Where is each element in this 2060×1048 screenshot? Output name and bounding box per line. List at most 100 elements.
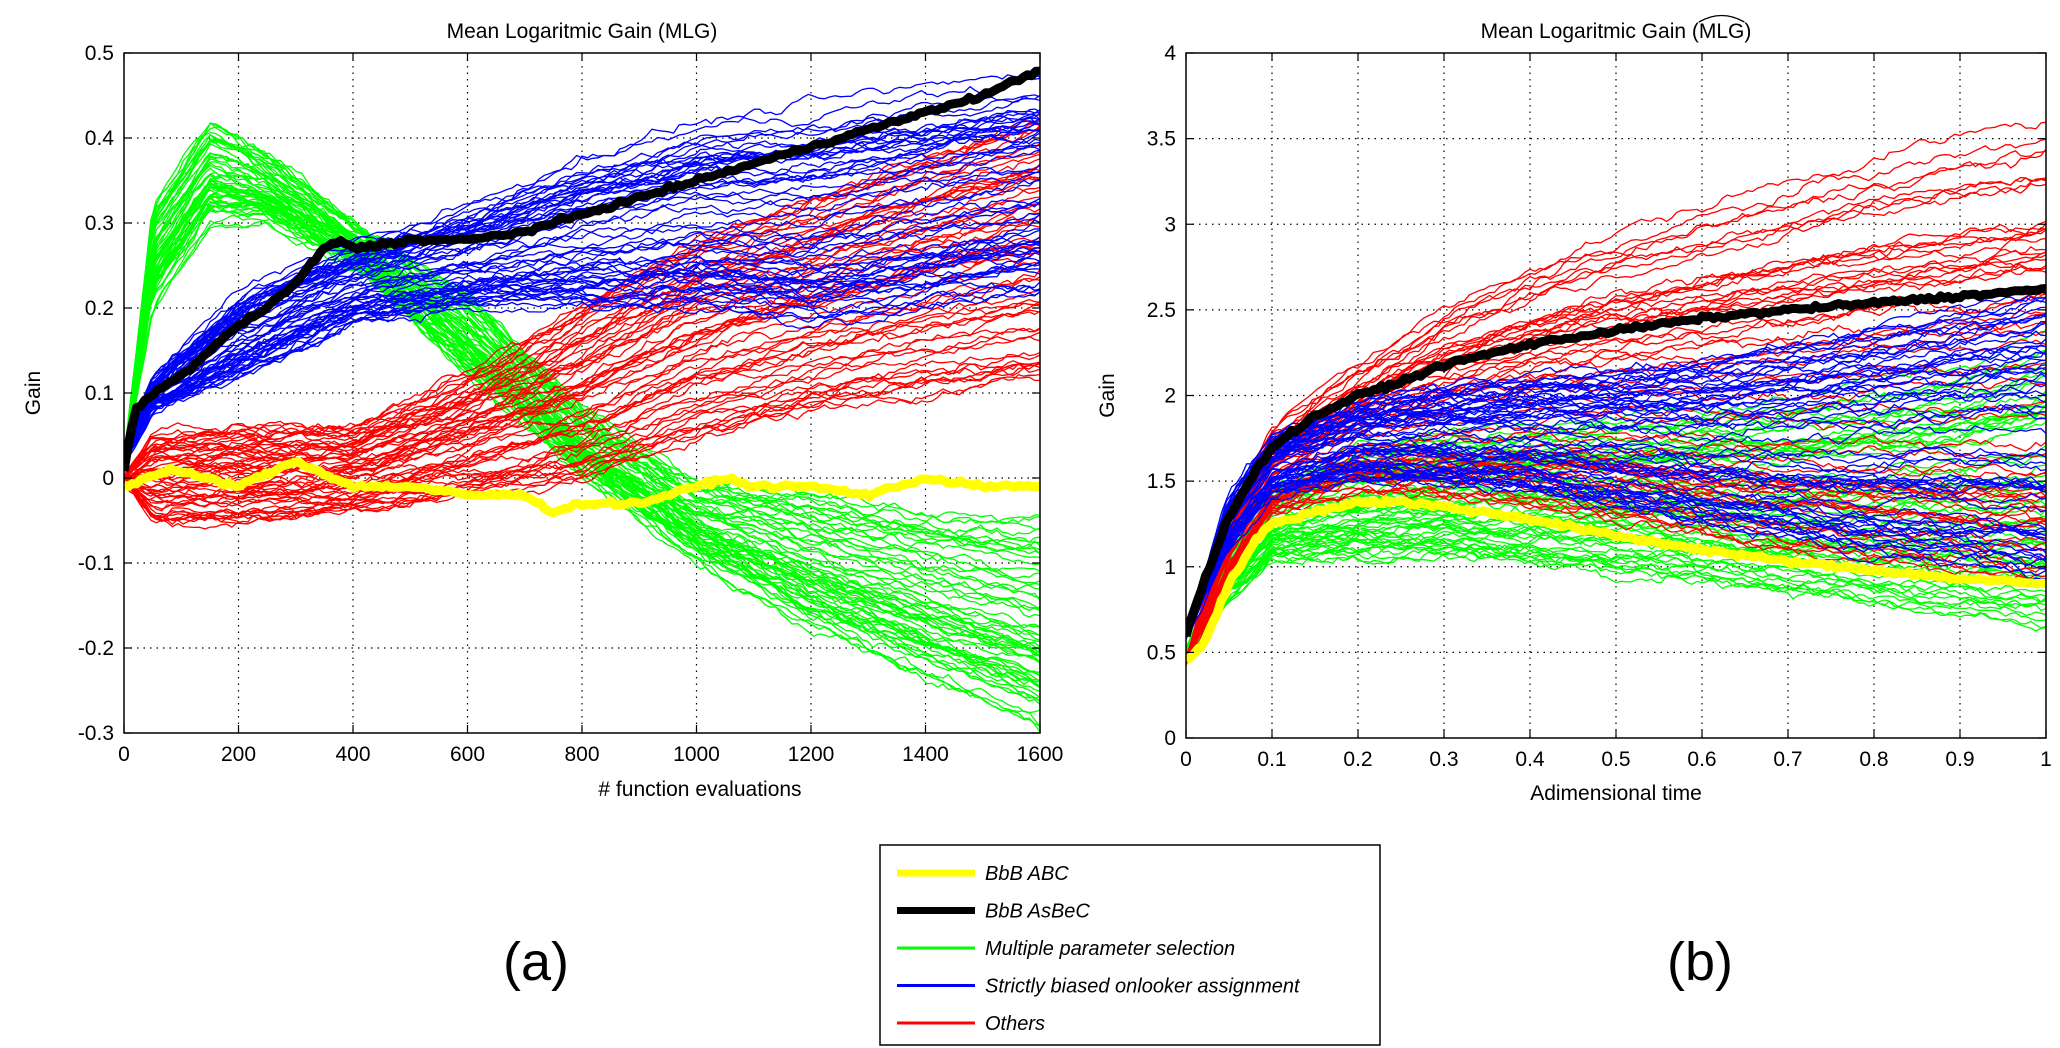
series-line-others [1186, 309, 2046, 662]
x-axis-label: # function evaluations [598, 778, 801, 801]
series-line-multiple-parameter-selection [1186, 536, 2046, 655]
series-line-strictly-biased-onlooker-assignment [1186, 404, 2046, 638]
x-tick-label: 0.4 [1515, 748, 1545, 771]
x-tick-label: 0.6 [1687, 748, 1716, 771]
series-line-multiple-parameter-selection [124, 158, 1040, 599]
series-line-strictly-biased-onlooker-assignment [1186, 322, 2046, 635]
legend-label: BbB AsBeC [985, 901, 1090, 923]
series-line-strictly-biased-onlooker-assignment [1186, 459, 2046, 637]
y-tick-label: 0 [1164, 727, 1176, 750]
series-line-others [124, 119, 1040, 480]
series-line-strictly-biased-onlooker-assignment [124, 291, 1040, 463]
series-line-strictly-biased-onlooker-assignment [124, 212, 1040, 461]
series-group [124, 66, 1040, 733]
chart-title: Mean Logaritmic Gain (MLG) [1481, 20, 1752, 43]
series-line-strictly-biased-onlooker-assignment [1186, 300, 2046, 636]
series-line-strictly-biased-onlooker-assignment [1186, 438, 2046, 638]
series-line-others [1186, 150, 2046, 659]
series-line-others [1186, 474, 2046, 658]
y-axis-label: Gain [1096, 373, 1119, 417]
series-line-multiple-parameter-selection [1186, 540, 2046, 655]
series-line-others [1186, 177, 2046, 661]
series-line-others [124, 111, 1040, 479]
series-line-others [1186, 447, 2046, 661]
series-line-strictly-biased-onlooker-assignment [124, 202, 1040, 461]
series-line-others [1186, 176, 2046, 663]
series-line-others [124, 327, 1040, 505]
series-line-bbb-asbec [1186, 284, 2046, 638]
series-line-strictly-biased-onlooker-assignment [1186, 473, 2046, 639]
series-line-strictly-biased-onlooker-assignment [1186, 442, 2046, 635]
x-tick-label: 1600 [1017, 743, 1064, 766]
series-line-strictly-biased-onlooker-assignment [1186, 445, 2046, 636]
series-line-others [124, 186, 1040, 481]
x-tick-label: 1400 [902, 743, 949, 766]
series-line-others [124, 302, 1040, 501]
series-line-strictly-biased-onlooker-assignment [1186, 359, 2046, 635]
y-tick-label: 3 [1164, 213, 1176, 236]
x-tick-label: 0.7 [1773, 748, 1802, 771]
series-line-others [124, 142, 1040, 477]
series-line-multiple-parameter-selection [1186, 548, 2046, 653]
x-tick-label: 0.5 [1601, 748, 1630, 771]
series-line-multiple-parameter-selection [1186, 543, 2046, 655]
series-line-strictly-biased-onlooker-assignment [1186, 463, 2046, 634]
series-line-multiple-parameter-selection [1186, 537, 2046, 652]
series-line-strictly-biased-onlooker-assignment [1186, 475, 2046, 636]
x-tick-label: 0 [1180, 748, 1192, 771]
series-line-multiple-parameter-selection [124, 161, 1040, 612]
chart-title: Mean Logaritmic Gain (MLG) [447, 20, 718, 43]
x-tick-label: 800 [564, 743, 599, 766]
series-line-strictly-biased-onlooker-assignment [1186, 434, 2046, 638]
series-line-strictly-biased-onlooker-assignment [124, 247, 1040, 459]
y-tick-label: 2.5 [1147, 299, 1176, 322]
y-tick-label: 2 [1164, 385, 1176, 408]
y-tick-label: 3.5 [1147, 128, 1176, 151]
series-line-strictly-biased-onlooker-assignment [124, 144, 1040, 462]
x-tick-label: 0.9 [1945, 748, 1974, 771]
y-tick-label: 0.5 [85, 42, 114, 65]
series-line-strictly-biased-onlooker-assignment [124, 261, 1040, 461]
series-line-strictly-biased-onlooker-assignment [124, 128, 1040, 463]
legend-label: Multiple parameter selection [985, 938, 1235, 960]
series-line-strictly-biased-onlooker-assignment [124, 94, 1040, 461]
y-tick-label: -0.3 [78, 722, 114, 745]
series-line-strictly-biased-onlooker-assignment [124, 281, 1040, 458]
x-tick-label: 0.2 [1343, 748, 1372, 771]
legend-label: Strictly biased onlooker assignment [985, 976, 1301, 998]
series-line-multiple-parameter-selection [124, 182, 1040, 641]
series-line-others [124, 310, 1040, 503]
series-line-others [1186, 484, 2046, 658]
series-line-bbb-asbec [124, 66, 1040, 472]
series-line-strictly-biased-onlooker-assignment [1186, 313, 2046, 638]
series-line-strictly-biased-onlooker-assignment [1186, 364, 2046, 635]
y-tick-label: 0.5 [1147, 641, 1176, 664]
series-line-strictly-biased-onlooker-assignment [1186, 367, 2046, 639]
series-line-others [124, 354, 1040, 521]
series-line-multiple-parameter-selection [124, 131, 1040, 544]
series-line-others [124, 203, 1040, 480]
y-tick-label: 0.3 [85, 212, 114, 235]
series-line-others [124, 363, 1040, 526]
series-line-strictly-biased-onlooker-assignment [1186, 473, 2046, 630]
series-line-bbb-abc [1186, 495, 2046, 664]
x-tick-label: 600 [450, 743, 485, 766]
series-line-others [124, 362, 1040, 522]
panel-b-chart: 0 0.1 0.2 0.3 0.4 0.5 0.6 0.7 0.8 0.9 1 0 0.5 1 1.5 2 2.… [1096, 14, 2052, 805]
series-line-strictly-biased-onlooker-assignment [1186, 442, 2046, 634]
series-line-multiple-parameter-selection [124, 179, 1040, 636]
series-line-multiple-parameter-selection [124, 133, 1040, 555]
series-line-strictly-biased-onlooker-assignment [124, 228, 1040, 464]
series-line-strictly-biased-onlooker-assignment [1186, 450, 2046, 636]
series-line-strictly-biased-onlooker-assignment [124, 170, 1040, 460]
series-line-others [1186, 148, 2046, 666]
y-tick-label: 0.1 [85, 382, 114, 405]
series-line-others [124, 276, 1040, 493]
x-tick-label: 400 [335, 743, 370, 766]
y-tick-label: 0 [102, 467, 114, 490]
x-tick-label: 1 [2040, 748, 2052, 771]
panel-a-chart: 0 200 400 600 800 1000 1200 1400 1600 -0.3 -0.2 -0.… [22, 20, 1063, 801]
series-line-strictly-biased-onlooker-assignment [1186, 403, 2046, 636]
series-line-others [124, 174, 1040, 482]
